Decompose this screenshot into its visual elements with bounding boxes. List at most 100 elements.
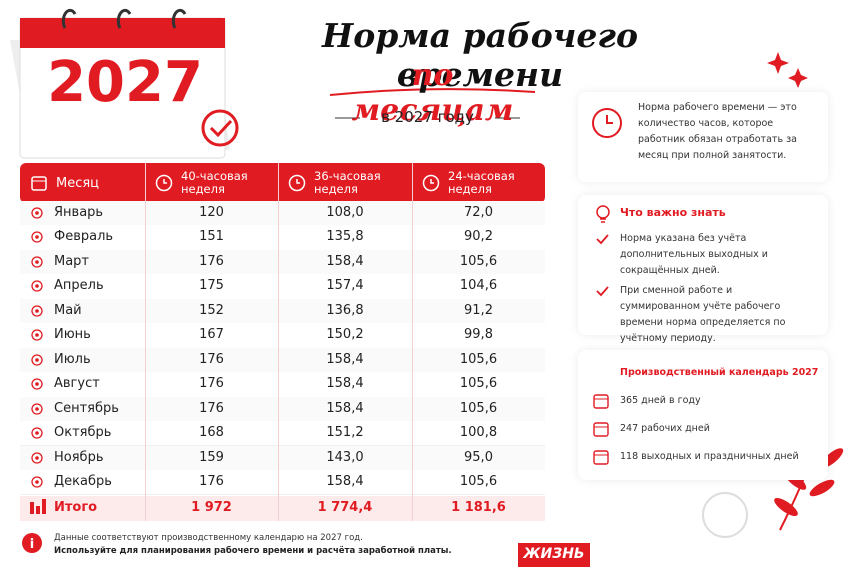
row-bg (20, 225, 545, 251)
icon-svg (593, 450, 609, 465)
definition-panel: Норма рабочего времени — это количество … (578, 92, 828, 182)
hours: 72,0 (464, 205, 493, 220)
month: Февраль (54, 229, 114, 245)
subtitle: по месяцам (351, 58, 514, 128)
important-title: Что важно знать (620, 206, 726, 219)
hours: 176 (199, 473, 224, 489)
total-icon (36, 506, 40, 514)
definition: Норма рабочего времени — это количество … (638, 102, 797, 161)
column-header: 24-часовая неделя (448, 169, 515, 196)
icon-svg (31, 305, 43, 317)
calendar-top (20, 18, 225, 48)
icon (288, 174, 306, 196)
hours: 104,6 (459, 278, 498, 294)
icon-svg (31, 256, 43, 268)
hours: 99,8 (464, 327, 493, 343)
icon (29, 352, 47, 374)
calendar-panel: Производственный календарь 2027 365 дней… (578, 350, 828, 480)
icon (592, 420, 610, 442)
bulb-icon (596, 205, 610, 223)
calendar-year: 2027 (47, 50, 203, 115)
table-header (20, 163, 545, 203)
check (209, 119, 233, 138)
hours: 135,8 (326, 229, 364, 245)
hours: 176 (199, 376, 224, 392)
title: Норма рабочего времени (322, 16, 638, 94)
important-item: Норма указана без учёта дополнительных в… (620, 233, 768, 276)
hours: 158,4 (326, 376, 364, 392)
year-line: в 2027 году (381, 108, 474, 126)
total-row-bg (20, 496, 545, 521)
hours: 105,6 (459, 473, 498, 489)
icon-svg (422, 174, 440, 192)
column-divider (278, 163, 279, 521)
sparkles (767, 52, 808, 88)
column-header: 36-часовая неделя (314, 169, 381, 196)
icon (592, 448, 610, 470)
total: 1 972 (191, 500, 232, 515)
icon (594, 231, 612, 253)
hours: 176 (199, 351, 224, 367)
hours: 168 (199, 425, 224, 441)
check-circle (201, 109, 239, 147)
hours: 90,2 (464, 229, 493, 245)
icon (592, 392, 610, 414)
hours: 152 (199, 302, 224, 318)
icon-svg (31, 476, 43, 488)
footnote: Данные соответствуют производственному к… (54, 533, 363, 543)
total: Итого (54, 500, 98, 515)
month: Август (54, 376, 100, 392)
hours: 157,4 (326, 278, 364, 294)
icon-svg (593, 394, 609, 409)
icon-svg (596, 234, 609, 245)
icon-svg (31, 207, 43, 219)
icon-svg (31, 427, 43, 439)
hours: 136,8 (326, 302, 364, 318)
month: Сентябрь (54, 400, 119, 416)
icon (29, 303, 47, 325)
underline (329, 88, 536, 96)
hours: 108,0 (326, 205, 364, 220)
icon-svg (31, 280, 43, 292)
row-bg (20, 469, 545, 496)
column-divider (145, 163, 146, 521)
icon-svg (31, 354, 43, 366)
icon-svg (31, 402, 43, 415)
icon (29, 205, 47, 227)
icon-svg (31, 329, 43, 341)
hours: 105,6 (459, 376, 498, 392)
hours: 150,2 (326, 327, 364, 343)
icon (29, 278, 47, 300)
column-header: Месяц (56, 176, 100, 191)
hours: 158,4 (326, 253, 364, 269)
important-panel: Что важно знать Норма указана без учёта … (578, 195, 828, 344)
info-i: i (30, 537, 34, 552)
icon (29, 254, 47, 276)
column-header: 40-часовая неделя (181, 169, 248, 196)
total-icon (30, 502, 34, 514)
month: Январь (54, 205, 104, 220)
total-icon (42, 499, 46, 514)
icon (29, 425, 47, 447)
hours: 100,8 (459, 425, 498, 441)
month: Июль (54, 351, 91, 367)
icon-svg (31, 231, 43, 244)
icon (594, 283, 612, 305)
icon-svg (155, 174, 173, 192)
info-icon (22, 533, 42, 553)
row-bg (20, 421, 545, 447)
hours: 151 (199, 229, 224, 245)
calendar-title: Производственный календарь 2027 (620, 367, 819, 378)
calendar-item: 247 рабочих дней (620, 423, 710, 434)
month: Апрель (54, 278, 104, 294)
icon (29, 327, 47, 349)
hours: 105,6 (459, 253, 498, 269)
icon (30, 174, 48, 196)
hours: 151,2 (326, 425, 364, 441)
month: Май (54, 302, 82, 318)
icon (422, 174, 440, 196)
icon-svg (593, 422, 609, 437)
icon (155, 174, 173, 196)
calendar-item: 365 дней в году (620, 395, 701, 406)
